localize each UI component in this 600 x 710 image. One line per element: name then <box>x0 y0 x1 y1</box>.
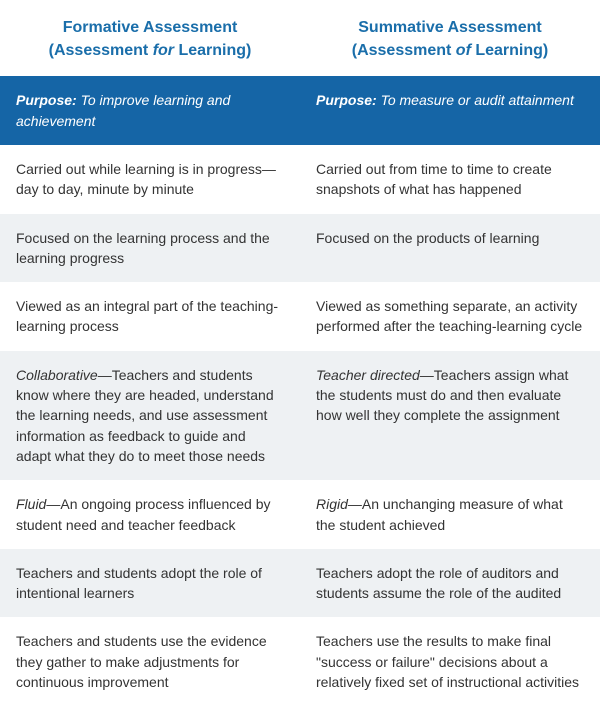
cell-text: Focused on the learning process and the … <box>16 230 270 266</box>
table-body: Carried out while learning is in progres… <box>0 145 600 706</box>
cell-text: Teachers adopt the role of auditors and … <box>316 565 561 601</box>
cell-left: Fluid—An ongoing process influenced by s… <box>0 480 300 549</box>
cell-right: Teachers adopt the role of auditors and … <box>300 549 600 618</box>
cell-text: Carried out while learning is in progres… <box>16 161 276 197</box>
cell-left: Collaborative—Teachers and students know… <box>0 351 300 480</box>
purpose-row: Purpose: To improve learning and achieve… <box>0 76 600 145</box>
lead-term: Fluid <box>16 496 46 512</box>
cell-text: Teachers use the results to make final "… <box>316 633 579 690</box>
table-row: Teachers and students adopt the role of … <box>0 549 600 618</box>
cell-right: Viewed as something separate, an activit… <box>300 282 600 351</box>
cell-right: Teacher directed—Teachers assign what th… <box>300 351 600 480</box>
cell-text: Viewed as an integral part of the teachi… <box>16 298 278 334</box>
table-row: Carried out while learning is in progres… <box>0 145 600 214</box>
cell-left: Carried out while learning is in progres… <box>0 145 300 214</box>
cell-text: —An unchanging measure of what the stude… <box>316 496 563 532</box>
cell-text: Teachers and students adopt the role of … <box>16 565 262 601</box>
cell-left: Viewed as an integral part of the teachi… <box>0 282 300 351</box>
table-row: Teachers and students use the evidence t… <box>0 617 600 706</box>
lead-term: Teacher directed <box>316 367 420 383</box>
column-header-formative: Formative Assessment (Assessment for Lea… <box>0 0 300 76</box>
cell-text: Focused on the products of learning <box>316 230 539 246</box>
cell-text: Carried out from time to time to create … <box>316 161 552 197</box>
cell-right: Teachers use the results to make final "… <box>300 617 600 706</box>
cell-text: Viewed as something separate, an activit… <box>316 298 582 334</box>
lead-term: Collaborative <box>16 367 98 383</box>
cell-text: —An ongoing process influenced by studen… <box>16 496 271 532</box>
table-row: Fluid—An ongoing process influenced by s… <box>0 480 600 549</box>
column-title: Formative Assessment <box>10 16 290 39</box>
table-row: Collaborative—Teachers and students know… <box>0 351 600 480</box>
cell-left: Focused on the learning process and the … <box>0 214 300 283</box>
cell-right: Carried out from time to time to create … <box>300 145 600 214</box>
column-subtitle: (Assessment of Learning) <box>310 39 590 62</box>
table-row: Focused on the learning process and the … <box>0 214 600 283</box>
table-row: Viewed as an integral part of the teachi… <box>0 282 600 351</box>
purpose-cell-left: Purpose: To improve learning and achieve… <box>0 76 300 145</box>
cell-left: Teachers and students adopt the role of … <box>0 549 300 618</box>
column-header-summative: Summative Assessment (Assessment of Lear… <box>300 0 600 76</box>
lead-term: Rigid <box>316 496 348 512</box>
cell-right: Focused on the products of learning <box>300 214 600 283</box>
purpose-cell-right: Purpose: To measure or audit attainment <box>300 76 600 145</box>
cell-left: Teachers and students use the evidence t… <box>0 617 300 706</box>
column-title: Summative Assessment <box>310 16 590 39</box>
column-subtitle: (Assessment for Learning) <box>10 39 290 62</box>
cell-right: Rigid—An unchanging measure of what the … <box>300 480 600 549</box>
comparison-table: Formative Assessment (Assessment for Lea… <box>0 0 600 706</box>
cell-text: Teachers and students use the evidence t… <box>16 633 267 690</box>
table-header-row: Formative Assessment (Assessment for Lea… <box>0 0 600 76</box>
